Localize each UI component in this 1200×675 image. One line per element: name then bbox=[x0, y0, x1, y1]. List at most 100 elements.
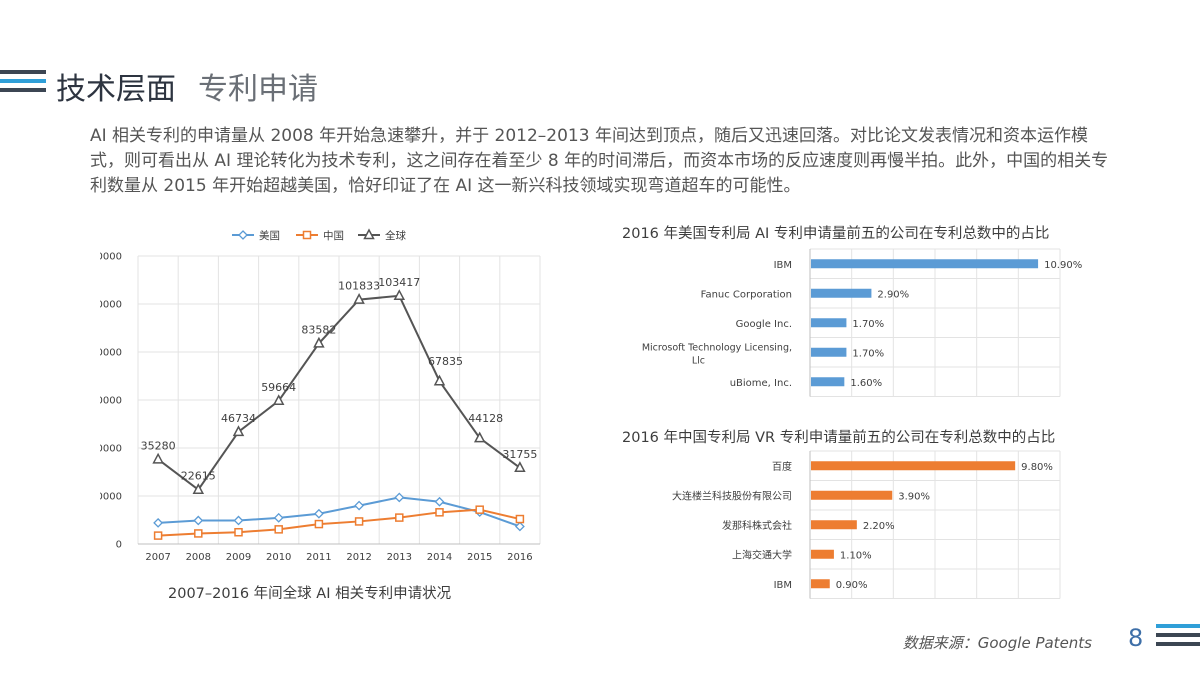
data-source: 数据来源：Google Patents bbox=[902, 634, 1092, 652]
x-tick-label: 2007 bbox=[145, 552, 170, 563]
data-point bbox=[273, 512, 284, 523]
data-point bbox=[475, 505, 484, 514]
bar-category-label: uBiome, Inc. bbox=[730, 378, 792, 389]
data-point bbox=[514, 521, 525, 532]
footer-stripes bbox=[1156, 624, 1200, 651]
y-tick-label: 80000 bbox=[100, 348, 122, 359]
y-tick-label: 120000 bbox=[100, 252, 122, 263]
x-tick-label: 2015 bbox=[467, 552, 492, 563]
data-label: 46734 bbox=[221, 412, 256, 425]
series-line-diamond bbox=[158, 496, 521, 528]
x-tick-label: 2016 bbox=[507, 552, 532, 563]
y-tick-label: 100000 bbox=[100, 300, 122, 311]
x-tick-label: 2014 bbox=[427, 552, 452, 563]
data-point bbox=[193, 515, 204, 526]
data-point bbox=[313, 508, 324, 519]
bar-category-label: 上海交通大学 bbox=[732, 548, 792, 561]
bar-category-label: 百度 bbox=[772, 460, 792, 473]
page-title: 技术层面 专利申请 bbox=[56, 64, 318, 108]
bar-category-label: IBM bbox=[774, 260, 792, 271]
data-point bbox=[354, 517, 364, 526]
series-line-square bbox=[158, 508, 521, 537]
bar-value-label: 9.80% bbox=[1021, 462, 1053, 473]
bar-value-label: 1.60% bbox=[850, 378, 882, 389]
title-sub: 专利申请 bbox=[198, 72, 318, 107]
bar-category-label: Fanuc Corporation bbox=[701, 289, 792, 300]
bar bbox=[811, 347, 847, 357]
data-point bbox=[314, 519, 324, 529]
x-tick-label: 2013 bbox=[387, 552, 412, 563]
bar-value-label: 1.70% bbox=[852, 319, 884, 330]
header-stripes bbox=[0, 70, 46, 97]
data-point bbox=[394, 492, 405, 503]
data-label: 35280 bbox=[141, 439, 176, 452]
data-point bbox=[194, 529, 203, 538]
bar-value-label: 0.90% bbox=[836, 580, 868, 591]
intro-paragraph: AI 相关专利的申请量从 2008 年开始急速攀升，并于 2012–2013 年… bbox=[90, 126, 1109, 196]
data-point bbox=[354, 500, 365, 511]
bar-category-label: Google Inc. bbox=[736, 319, 792, 330]
data-point bbox=[234, 527, 243, 537]
data-label: 83582 bbox=[301, 323, 336, 336]
bar-value-label: 2.20% bbox=[863, 521, 895, 532]
bar bbox=[811, 259, 1039, 269]
x-tick-label: 2010 bbox=[266, 552, 291, 563]
bar-value-label: 1.70% bbox=[852, 348, 884, 359]
data-label: 103417 bbox=[378, 276, 420, 289]
data-point bbox=[274, 525, 283, 534]
data-point bbox=[153, 517, 164, 528]
bar-category-label: 大连楼兰科技股份有限公司 bbox=[672, 489, 792, 502]
data-point bbox=[238, 230, 248, 240]
y-tick-label: 40000 bbox=[100, 444, 122, 455]
bar-value-label: 1.10% bbox=[840, 550, 872, 561]
data-point bbox=[514, 461, 526, 473]
bar-category-label: 发那科株式会社 bbox=[722, 519, 792, 532]
data-point bbox=[393, 289, 406, 301]
data-point bbox=[435, 508, 444, 517]
legend-label: 中国 bbox=[323, 229, 344, 242]
legend-label: 美国 bbox=[259, 229, 280, 242]
x-tick-label: 2012 bbox=[346, 552, 371, 563]
page-number: 8 bbox=[1128, 624, 1144, 652]
bar-chart-us-title: 2016 年美国专利局 AI 专利申请量前五的公司在专利总数中的占比 bbox=[622, 226, 1050, 242]
data-point bbox=[232, 425, 245, 437]
y-tick-label: 20000 bbox=[100, 492, 122, 503]
line-chart: 0 20000 40000 60000 80000 100000 120000 2007 200… bbox=[100, 228, 541, 563]
bar bbox=[811, 549, 834, 559]
data-label: 31755 bbox=[502, 448, 537, 461]
bar bbox=[811, 520, 857, 530]
data-point bbox=[363, 228, 375, 240]
series-line-triangle bbox=[157, 294, 521, 492]
data-point bbox=[473, 431, 486, 443]
data-point bbox=[153, 531, 163, 540]
data-point bbox=[433, 374, 446, 386]
bar-category-label: Microsoft Technology Licensing, Llc bbox=[642, 342, 792, 366]
bar bbox=[811, 377, 845, 387]
data-label: 44128 bbox=[468, 412, 503, 425]
data-point bbox=[192, 483, 205, 494]
data-point bbox=[302, 230, 312, 240]
data-point bbox=[434, 496, 445, 507]
data-point bbox=[395, 513, 404, 522]
bar bbox=[811, 318, 847, 328]
bar-chart-cn: 9.80% 百度 3.90% 大连楼兰科技股份有限公司 2.20% 发那科株式会社 1.10… bbox=[672, 450, 1061, 599]
line-chart-title: 2007–2016 年间全球 AI 相关专利申请状况 bbox=[168, 586, 452, 602]
legend-label: 全球 bbox=[385, 229, 406, 242]
y-tick-label: 60000 bbox=[100, 396, 122, 407]
bar-value-label: 3.90% bbox=[898, 491, 930, 502]
data-label: 101833 bbox=[338, 280, 380, 293]
x-tick-label: 2011 bbox=[306, 552, 331, 563]
bar-value-label: 10.90% bbox=[1044, 260, 1082, 271]
bar bbox=[811, 579, 830, 589]
title-main: 技术层面 bbox=[56, 72, 176, 107]
data-point bbox=[353, 292, 365, 304]
data-point bbox=[233, 515, 244, 526]
bar bbox=[811, 461, 1016, 471]
data-point bbox=[272, 394, 285, 406]
bar bbox=[811, 288, 872, 298]
data-label: 22615 bbox=[181, 470, 216, 483]
data-label: 59664 bbox=[261, 381, 296, 394]
bar-category-label: IBM bbox=[774, 580, 792, 591]
y-tick-label: 0 bbox=[116, 540, 122, 551]
bar-chart-cn-title: 2016 年中国专利局 VR 专利申请量前五的公司在专利总数中的占比 bbox=[622, 430, 1056, 446]
